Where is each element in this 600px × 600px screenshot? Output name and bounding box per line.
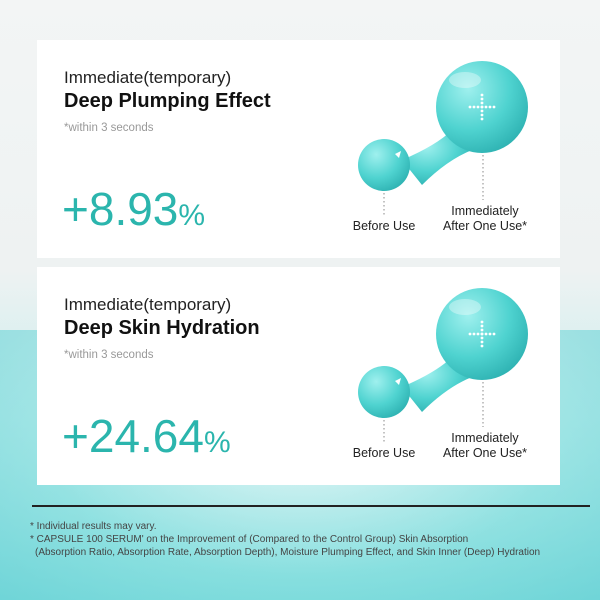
result-value: +24.64% (62, 410, 231, 462)
after-label: Immediately After One Use* (442, 204, 528, 233)
card-subtitle: Immediate(temporary) (64, 68, 232, 87)
after-label: Immediately After One Use* (442, 431, 528, 460)
result-value: +8.93% (62, 183, 206, 235)
card-note: *within 3 seconds (64, 349, 154, 361)
hydration-card: Immediate(temporary) Deep Skin Hydration… (37, 267, 560, 485)
droplet-icon (358, 288, 528, 442)
card-title: Deep Plumping Effect (64, 90, 271, 112)
footnotes: * Individual results may vary. * CAPSULE… (30, 521, 541, 558)
plumping-card: Immediate(temporary) Deep Plumping Effec… (37, 40, 560, 258)
divider (32, 505, 590, 507)
card-note: *within 3 seconds (64, 122, 154, 134)
card-title: Deep Skin Hydration (64, 317, 260, 339)
droplet-icon (358, 61, 528, 215)
before-label: Before Use (352, 446, 416, 460)
before-label: Before Use (352, 219, 416, 233)
card-subtitle: Immediate(temporary) (64, 295, 232, 314)
